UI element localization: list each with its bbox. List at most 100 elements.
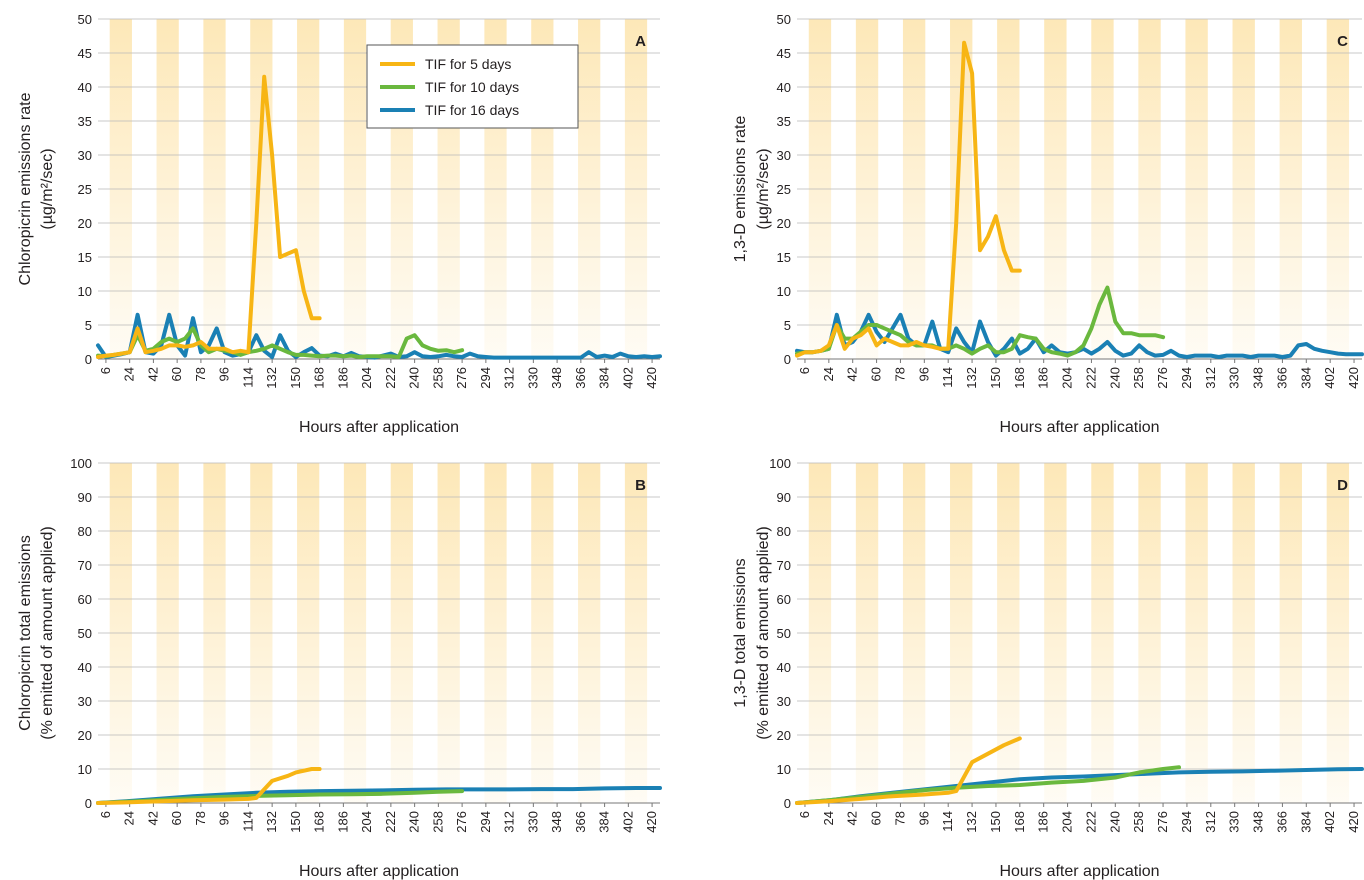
x-tick-label: 132 bbox=[964, 367, 979, 389]
data-point bbox=[1201, 354, 1205, 357]
x-tick-label: 42 bbox=[845, 367, 860, 381]
x-tick-label: 222 bbox=[1083, 811, 1098, 833]
data-point bbox=[827, 344, 831, 347]
y-tick-label: 30 bbox=[78, 694, 92, 709]
data-point bbox=[136, 313, 139, 317]
x-tick-label: 330 bbox=[1227, 811, 1242, 833]
x-tick-label: 150 bbox=[288, 811, 303, 833]
x-tick-label: 294 bbox=[478, 367, 493, 389]
data-point bbox=[1002, 350, 1006, 354]
x-tick-label: 222 bbox=[383, 811, 398, 833]
data-point bbox=[1113, 320, 1117, 323]
data-point bbox=[421, 344, 424, 347]
data-point bbox=[547, 356, 551, 360]
y-tick-label: 25 bbox=[78, 182, 92, 197]
data-point bbox=[611, 355, 614, 359]
data-point bbox=[326, 354, 329, 357]
legend-label: TIF for 16 days bbox=[425, 102, 519, 118]
x-tick-label: 384 bbox=[597, 811, 612, 833]
y-axis-title: Chloropicrin emissions rate bbox=[17, 92, 34, 285]
data-point bbox=[1137, 344, 1141, 347]
data-point bbox=[914, 344, 918, 347]
y-tick-label: 20 bbox=[78, 216, 92, 231]
data-point bbox=[1169, 349, 1173, 353]
data-point bbox=[199, 340, 203, 344]
x-tick-label: 258 bbox=[1131, 367, 1146, 389]
x-tick-label: 204 bbox=[359, 367, 374, 389]
data-point bbox=[452, 354, 456, 358]
data-point bbox=[1050, 344, 1054, 347]
y-tick-label: 50 bbox=[78, 626, 92, 641]
data-point bbox=[962, 340, 966, 344]
data-point bbox=[1193, 354, 1197, 357]
x-tick-label: 42 bbox=[845, 811, 860, 825]
y-tick-label: 15 bbox=[78, 250, 92, 265]
data-point bbox=[875, 330, 878, 334]
data-point bbox=[318, 767, 322, 771]
x-tick-label: 366 bbox=[573, 367, 588, 389]
y-tick-label: 40 bbox=[777, 80, 791, 95]
data-point bbox=[318, 316, 322, 320]
x-tick-label: 60 bbox=[869, 811, 884, 825]
data-point bbox=[1121, 331, 1125, 335]
data-point bbox=[970, 72, 974, 75]
x-tick-label: 96 bbox=[217, 367, 232, 381]
data-point bbox=[1296, 344, 1300, 347]
data-point bbox=[239, 353, 242, 357]
data-point bbox=[970, 760, 974, 764]
x-tick-label: 312 bbox=[1203, 811, 1218, 833]
data-point bbox=[278, 255, 282, 259]
data-point bbox=[986, 235, 990, 239]
y-tick-label: 60 bbox=[78, 592, 92, 607]
data-point bbox=[215, 347, 219, 351]
data-point bbox=[1050, 781, 1054, 784]
data-point bbox=[492, 356, 496, 360]
data-point bbox=[436, 354, 440, 358]
data-point bbox=[571, 356, 575, 360]
data-point bbox=[946, 791, 950, 795]
data-point bbox=[1336, 767, 1340, 771]
data-point bbox=[914, 340, 918, 344]
data-point bbox=[795, 354, 799, 357]
data-point bbox=[270, 355, 274, 359]
data-point bbox=[946, 350, 950, 354]
data-point bbox=[183, 337, 187, 340]
y-tick-label: 20 bbox=[777, 728, 791, 743]
data-point bbox=[365, 354, 369, 358]
data-point bbox=[207, 347, 211, 351]
data-point bbox=[1042, 350, 1046, 354]
data-point bbox=[642, 354, 646, 358]
data-point bbox=[207, 350, 211, 354]
data-point bbox=[294, 771, 298, 774]
x-axis-title: Hours after application bbox=[999, 863, 1159, 880]
y-tick-label: 60 bbox=[777, 592, 791, 607]
y-tick-label: 0 bbox=[784, 352, 791, 367]
data-point bbox=[891, 330, 894, 334]
x-tick-label: 348 bbox=[549, 367, 564, 389]
x-tick-label: 348 bbox=[1251, 811, 1266, 833]
x-tick-label: 402 bbox=[1322, 811, 1337, 833]
data-point bbox=[302, 289, 306, 293]
y-tick-label: 20 bbox=[78, 728, 92, 743]
x-tick-label: 6 bbox=[797, 367, 812, 374]
x-tick-label: 348 bbox=[1251, 367, 1266, 389]
data-point bbox=[986, 752, 990, 756]
x-tick-label: 312 bbox=[502, 367, 517, 389]
x-tick-label: 204 bbox=[1060, 367, 1075, 389]
data-point bbox=[859, 333, 863, 337]
x-tick-label: 78 bbox=[892, 811, 907, 825]
data-point bbox=[835, 313, 839, 317]
x-tick-label: 186 bbox=[1036, 367, 1051, 389]
x-tick-label: 204 bbox=[1060, 811, 1075, 833]
data-point bbox=[1018, 777, 1022, 781]
x-tick-label: 114 bbox=[240, 367, 255, 388]
y-tick-label: 20 bbox=[777, 216, 791, 231]
x-tick-label: 24 bbox=[821, 811, 836, 825]
data-point bbox=[429, 355, 432, 359]
x-tick-label: 24 bbox=[821, 367, 836, 381]
x-tick-label: 258 bbox=[430, 367, 445, 389]
data-point bbox=[421, 354, 424, 358]
data-point bbox=[231, 354, 234, 357]
x-tick-label: 78 bbox=[892, 367, 907, 381]
data-point bbox=[650, 355, 654, 359]
